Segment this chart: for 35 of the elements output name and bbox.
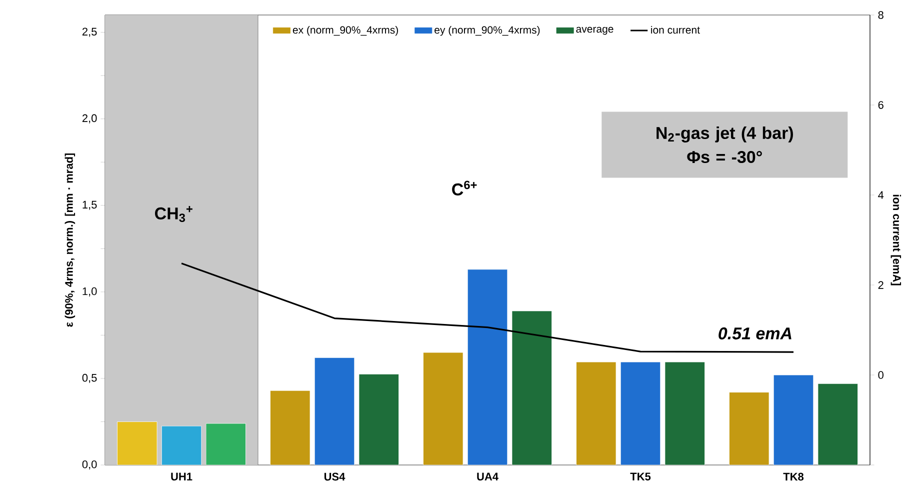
annotation: Φs = -30°: [687, 150, 762, 164]
legend-label: ion current: [651, 26, 700, 34]
line-series: [180, 262, 794, 353]
bar: [314, 357, 355, 465]
x-tick-label: TK5: [630, 472, 651, 480]
y2-tick-label: 6: [878, 101, 884, 109]
y-axis-title: ε (90%, 4rms, norm.) [mm · mrad]: [64, 153, 76, 327]
legend-label: average: [576, 26, 614, 35]
annotation: N$_{2}$-gas jet (4 bar): [656, 126, 793, 142]
legend-label: ey (norm_90%_4xrms): [434, 26, 540, 36]
x-tick-label: TK8: [783, 472, 804, 481]
bar: [818, 383, 858, 465]
bar: [729, 392, 770, 465]
y-tick-label: 0,5: [82, 374, 97, 383]
y2-tick-label: 4: [878, 191, 884, 199]
y2-tick-label: 8: [878, 11, 884, 19]
y2-tick-label: 0: [878, 371, 884, 379]
x-tick-label: US4: [324, 472, 346, 481]
y-tick-label: 0,0: [82, 460, 97, 470]
y-tick-label: 1,0: [82, 287, 97, 296]
bar: [773, 374, 814, 465]
annotation: 0.51 emA: [718, 327, 792, 340]
legend-label: ex (norm_90%_4xrms): [292, 26, 398, 36]
y2-axis-title: ion current [emA]: [890, 194, 902, 286]
bar: [467, 269, 508, 465]
y-tick-label: 1,5: [82, 200, 97, 210]
x-tick-label: UA4: [477, 472, 498, 480]
x-tick-label: UH1: [171, 472, 192, 480]
annotation: CH$_{3}$+: [154, 206, 192, 222]
annotation: C$^{6+}$: [452, 180, 477, 196]
bar: [664, 362, 705, 465]
y-tick-label: 2,0: [82, 114, 97, 124]
y2-tick-label: 2: [878, 281, 884, 289]
y-tick-label: 2,5: [82, 28, 97, 37]
bar: [358, 374, 399, 465]
